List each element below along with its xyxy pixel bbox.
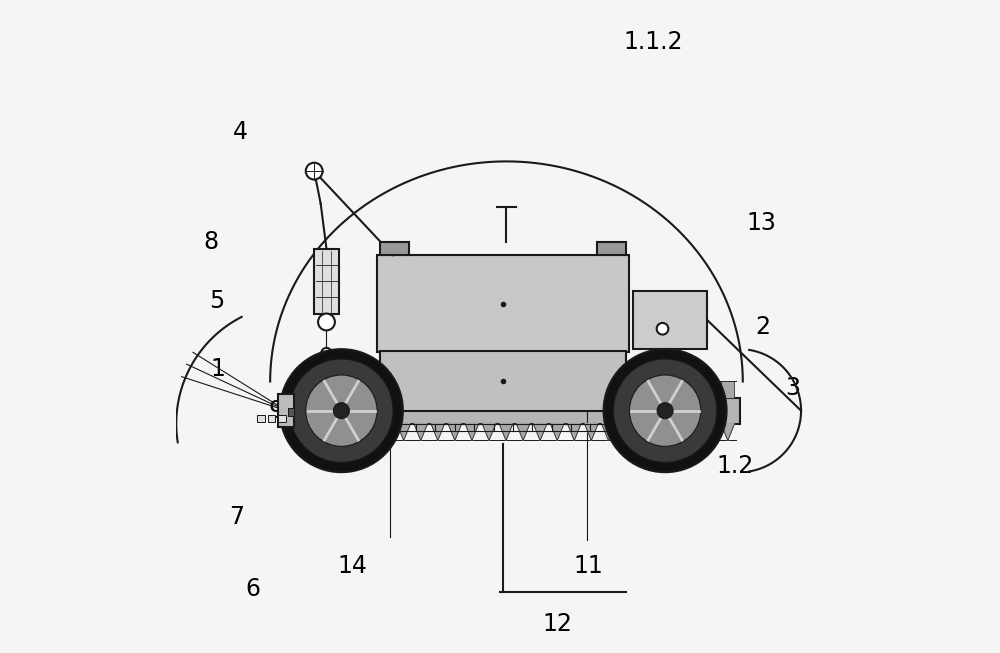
Text: 7: 7 [229,505,244,530]
Circle shape [333,403,349,419]
Text: 2: 2 [756,315,771,338]
Polygon shape [397,424,411,441]
Text: 8: 8 [203,231,218,254]
Polygon shape [619,424,632,441]
Circle shape [657,403,673,419]
Polygon shape [653,424,666,441]
Circle shape [306,375,377,447]
Bar [312,381,325,398]
Circle shape [629,375,701,447]
Polygon shape [414,424,428,441]
Polygon shape [602,424,615,441]
Circle shape [613,359,717,462]
Bar [377,255,629,353]
Bar [517,381,530,398]
Text: 1.1.2: 1.1.2 [623,29,683,54]
Bar [636,381,649,398]
Bar [721,381,734,398]
Text: 12: 12 [542,613,572,636]
Bar [288,408,294,416]
Bar [268,415,275,422]
Text: 5: 5 [210,289,225,313]
Polygon shape [585,424,598,441]
Bar [295,381,308,398]
Polygon shape [380,424,393,441]
Text: 13: 13 [746,211,776,235]
Polygon shape [670,424,683,441]
Bar [346,381,359,398]
Polygon shape [636,424,649,441]
Circle shape [696,436,708,447]
Polygon shape [431,424,445,441]
Bar [448,381,461,398]
Circle shape [657,323,668,334]
Bar [278,394,294,427]
Polygon shape [687,424,700,441]
Bar [380,381,393,398]
Text: 11: 11 [574,554,604,578]
Polygon shape [363,424,376,441]
Bar [670,381,683,398]
Bar [585,381,598,398]
Text: 6: 6 [245,577,260,601]
Text: 14: 14 [337,554,367,578]
Bar [278,415,286,422]
Bar [257,415,265,422]
Bar [551,381,564,398]
Bar [380,351,626,411]
Bar [597,242,626,255]
Text: 4: 4 [232,120,247,144]
Bar [568,381,581,398]
Polygon shape [465,424,479,441]
Polygon shape [482,424,496,441]
Polygon shape [499,424,513,441]
Bar [414,381,427,398]
Bar [687,381,700,398]
Text: 1.2: 1.2 [717,454,754,478]
Bar [329,381,342,398]
Text: 1: 1 [210,357,225,381]
Circle shape [318,313,335,330]
Polygon shape [448,424,462,441]
Bar [619,381,632,398]
Bar [704,381,717,398]
Bar [363,381,376,398]
Polygon shape [567,424,581,441]
Bar [397,381,410,398]
Polygon shape [346,424,359,441]
Bar [482,381,496,398]
Bar [499,381,513,398]
Text: 9: 9 [268,399,283,422]
Polygon shape [550,424,564,441]
Circle shape [306,163,323,180]
Circle shape [604,349,727,472]
Polygon shape [312,424,325,441]
Circle shape [321,348,332,358]
Polygon shape [721,424,735,441]
Bar [290,398,740,424]
Polygon shape [533,424,547,441]
Circle shape [320,438,332,449]
Bar [431,381,444,398]
Polygon shape [329,424,342,441]
Bar [465,381,479,398]
Bar [633,291,707,349]
Polygon shape [295,424,308,441]
Circle shape [290,359,393,462]
Polygon shape [516,424,530,441]
Circle shape [280,349,403,472]
Bar [534,381,547,398]
Text: 3: 3 [785,376,800,400]
Polygon shape [704,424,718,441]
Bar [380,242,409,255]
Bar [653,381,666,398]
Bar [602,381,615,398]
Bar [314,249,339,313]
